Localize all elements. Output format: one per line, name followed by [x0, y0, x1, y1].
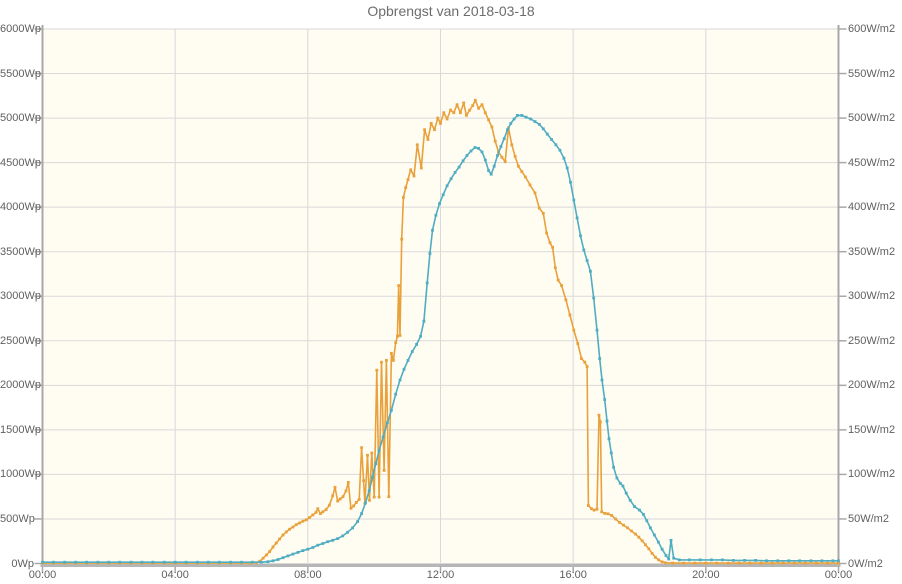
- y-right-tick-label: 150W/m2: [848, 423, 896, 436]
- y-left-tick-label: 6000Wp: [0, 23, 41, 35]
- series-line-power-output-wp: [42, 99, 839, 564]
- y-left-tick-label: 3000Wp: [0, 290, 41, 303]
- x-tick-label: 16:00: [559, 569, 587, 581]
- y-right-tick-label: 450W/m2: [848, 156, 896, 169]
- x-tick-label: 00:00: [824, 569, 853, 581]
- y-right-tick-label: 250W/m2: [848, 334, 896, 347]
- y-left-tick-label: 0Wp: [11, 557, 34, 570]
- y-right-tick-label: 600W/m2: [848, 23, 896, 35]
- y-right-tick-label: 550W/m2: [848, 67, 896, 80]
- chart-title: Opbrengst van 2018-03-18: [367, 3, 535, 19]
- y-left-tick-label: 4000Wp: [0, 201, 41, 214]
- y-left-tick-label: 4500Wp: [0, 156, 41, 169]
- x-tick-label: 12:00: [426, 569, 455, 581]
- y-right-tick-label: 0W/m2: [848, 557, 883, 570]
- y-left-tick-label: 3500Wp: [0, 245, 41, 258]
- x-tick-label: 04:00: [161, 569, 189, 581]
- x-tick-label: 20:00: [692, 569, 720, 581]
- y-left-tick-label: 2500Wp: [0, 334, 41, 347]
- series-markers-irradiance-wm2: [41, 114, 840, 564]
- y-right-tick-label: 50W/m2: [848, 512, 889, 525]
- x-tick-label: 00:00: [28, 569, 57, 581]
- y-left-tick-label: 1500Wp: [0, 423, 41, 436]
- y-right-tick-label: 350W/m2: [848, 245, 896, 258]
- y-left-tick-label: 500Wp: [0, 512, 35, 525]
- y-right-tick-label: 200W/m2: [848, 379, 896, 392]
- y-left-tick-label: 5000Wp: [0, 112, 41, 125]
- y-right-tick-label: 500W/m2: [848, 112, 896, 125]
- y-left-tick-label: 5500Wp: [0, 67, 41, 80]
- y-right-tick-label: 100W/m2: [848, 468, 896, 481]
- y-left-tick-label: 1000Wp: [0, 468, 41, 481]
- y-right-tick-label: 300W/m2: [848, 290, 896, 303]
- y-right-tick-label: 400W/m2: [848, 201, 896, 214]
- y-left-tick-label: 2000Wp: [0, 379, 41, 392]
- x-tick-label: 08:00: [294, 569, 322, 581]
